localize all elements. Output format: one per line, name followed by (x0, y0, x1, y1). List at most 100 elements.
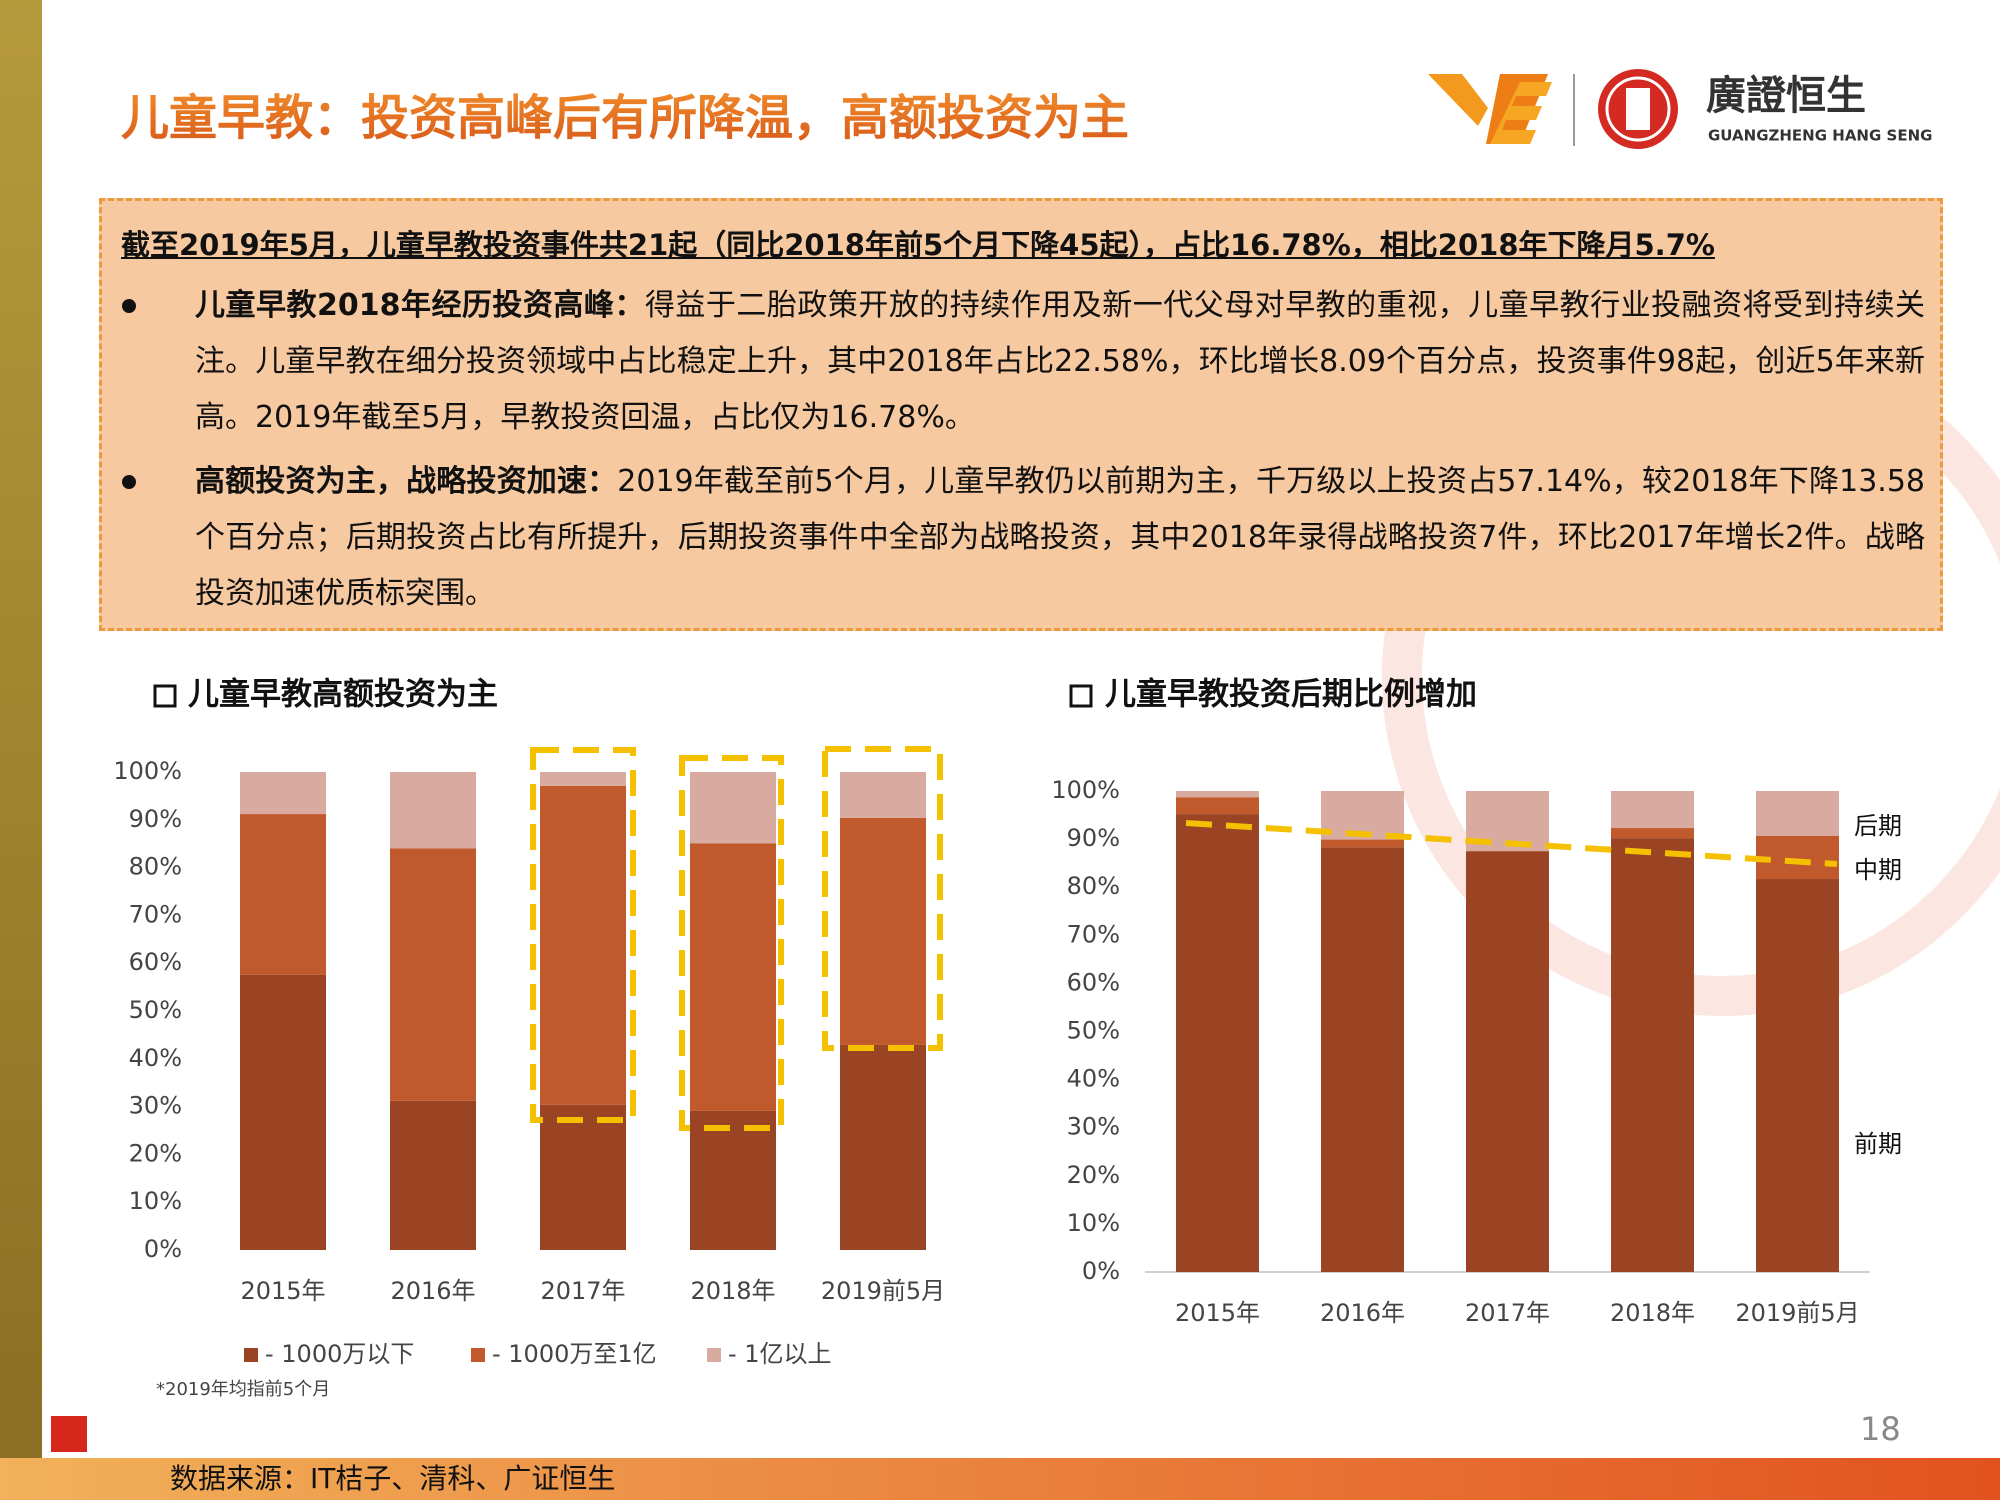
y-tick-label: 70% (1067, 920, 1120, 948)
legend-label: - 1000万以下 (265, 1340, 414, 1368)
bullet-dot (122, 299, 136, 313)
x-tick-label: 2015年 (240, 1277, 325, 1305)
chart-title-icon (1069, 684, 1093, 708)
bullet: 高额投资为主，战略投资加速：2019年截至前5个月，儿童早教仍以前期为主，千万级… (195, 454, 1925, 622)
bar-segment (1756, 879, 1839, 1272)
y-tick-label: 40% (1067, 1065, 1120, 1093)
bar-segment (1176, 814, 1259, 1272)
bar-segment (1176, 797, 1259, 815)
x-tick-label: 2017年 (1465, 1299, 1550, 1327)
bullet-dot (122, 475, 136, 489)
logo: 廣證恒生 GUANGZHENG HANG SENG (1428, 69, 1932, 149)
bar-segment (1321, 847, 1404, 1272)
chart-title: 儿童早教高额投资为主 (188, 677, 498, 713)
y-tick-label: 0% (144, 1235, 182, 1263)
y-tick-label: 50% (129, 996, 182, 1024)
bullet-lead: 儿童早教2018年经历投资高峰： (195, 288, 645, 323)
y-tick-label: 100% (113, 757, 182, 785)
x-tick-label: 2016年 (390, 1277, 475, 1305)
bullet-lead: 高额投资为主，战略投资加速： (195, 464, 618, 499)
bullet: 儿童早教2018年经历投资高峰：得益于二胎政策开放的持续作用及新一代父母对早教的… (195, 278, 1925, 446)
bar-segment (1611, 838, 1694, 1272)
y-tick-label: 30% (1067, 1113, 1120, 1141)
highlight-boxes (530, 746, 1838, 1131)
bar-segment (1611, 828, 1694, 839)
footer-bar (0, 1458, 2000, 1500)
bar-segment (390, 772, 476, 849)
logo-subtext: GUANGZHENG HANG SENG (1708, 127, 1932, 145)
logo-mark (1490, 82, 1552, 144)
bar-segment (840, 1044, 926, 1250)
bar-segment (1321, 839, 1404, 848)
y-tick-label: 100% (1051, 776, 1120, 804)
y-tick-label: 40% (129, 1044, 182, 1072)
legend-swatch (707, 1348, 721, 1362)
legend-swatch (471, 1348, 485, 1362)
chart-title-icon (153, 684, 177, 708)
bullet-text: 得益于二胎政策开放的持续作用及新一代父母对早教的重视，儿童早教行业投融资将受到持… (195, 288, 1926, 435)
logo-text: 廣證恒生 (1706, 73, 1866, 119)
bar-segment (240, 814, 326, 975)
bar-segment (240, 974, 326, 1250)
logo-emblem (1626, 88, 1650, 130)
side-stripe (0, 0, 42, 1500)
legend-swatch (244, 1348, 258, 1362)
summary-headline: 截至2019年5月，儿童早教投资事件共21起（同比2018年前5个月下降45起）… (121, 228, 1715, 262)
bar-segment (690, 1110, 776, 1250)
y-tick-label: 20% (129, 1139, 182, 1167)
page-number: 18 (1860, 1410, 1901, 1448)
chart-note: *2019年均指前5个月 (156, 1379, 330, 1400)
bar-segment (540, 772, 626, 786)
trend-line (1185, 820, 1838, 867)
bar-segment (690, 772, 776, 844)
y-tick-label: 10% (129, 1187, 182, 1215)
y-tick-label: 20% (1067, 1161, 1120, 1189)
bar-segment (840, 772, 926, 818)
source: 数据来源：IT桔子、清科、广证恒生 (170, 1462, 615, 1495)
y-tick-label: 60% (129, 948, 182, 976)
bar-segment (1611, 791, 1694, 829)
series-label: 前期 (1854, 1130, 1902, 1158)
y-tick-label: 10% (1067, 1209, 1120, 1237)
x-tick-label: 2017年 (540, 1277, 625, 1305)
legend-label: - 1000万至1亿 (492, 1340, 657, 1368)
x-tick-label: 2018年 (690, 1277, 775, 1305)
bar-segment (1176, 791, 1259, 798)
y-tick-label: 90% (129, 805, 182, 833)
slide-title: 儿童早教：投资高峰后有所降温，高额投资为主 (121, 90, 1129, 146)
x-tick-label: 2015年 (1175, 1299, 1260, 1327)
y-tick-label: 0% (1082, 1257, 1120, 1285)
bar-segment (840, 817, 926, 1045)
highlight-box (822, 746, 943, 1051)
y-tick-label: 70% (129, 900, 182, 928)
highlight-box (679, 755, 784, 1131)
bar-segment (690, 843, 776, 1111)
bar-segment (240, 772, 326, 815)
series-label: 中期 (1854, 856, 1902, 884)
chart-title: 儿童早教投资后期比例增加 (1105, 677, 1477, 713)
series-label: 后期 (1854, 812, 1902, 840)
logo-emblem (1605, 76, 1671, 142)
bar-segment (1466, 851, 1549, 1272)
logo-mark (1428, 74, 1488, 126)
bar-segment (1756, 791, 1839, 836)
bar-segment (540, 1104, 626, 1250)
bar-segment (540, 785, 626, 1105)
y-tick-label: 50% (1067, 1017, 1120, 1045)
y-tick-label: 60% (1067, 968, 1120, 996)
y-tick-label: 30% (129, 1092, 182, 1120)
corner-square (51, 1416, 87, 1452)
x-tick-label: 2016年 (1320, 1299, 1405, 1327)
x-tick-label: 2018年 (1610, 1299, 1695, 1327)
legend-label: - 1亿以上 (728, 1340, 832, 1368)
bar-segment (390, 848, 476, 1101)
bar-segment (390, 1100, 476, 1250)
summary-box (99, 198, 1943, 631)
y-tick-label: 80% (129, 853, 182, 881)
y-tick-label: 80% (1067, 872, 1120, 900)
x-tick-label: 2019前5月 (821, 1277, 945, 1305)
highlight-box (530, 747, 636, 1123)
charts: 儿童早教高额投资为主 0% 10% 20% 30% 40% 50% 60% 70% 80% 90% 1… (113, 677, 1902, 1401)
